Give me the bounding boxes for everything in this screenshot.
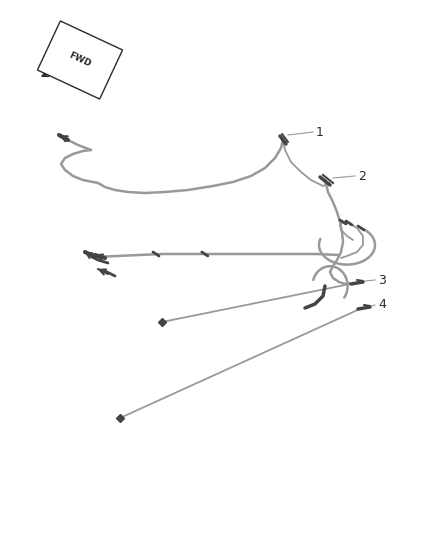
Text: 3: 3 bbox=[378, 273, 386, 287]
Text: FWD: FWD bbox=[67, 51, 92, 69]
Text: 2: 2 bbox=[358, 169, 366, 182]
Text: 4: 4 bbox=[378, 298, 386, 311]
Text: 1: 1 bbox=[316, 125, 324, 139]
